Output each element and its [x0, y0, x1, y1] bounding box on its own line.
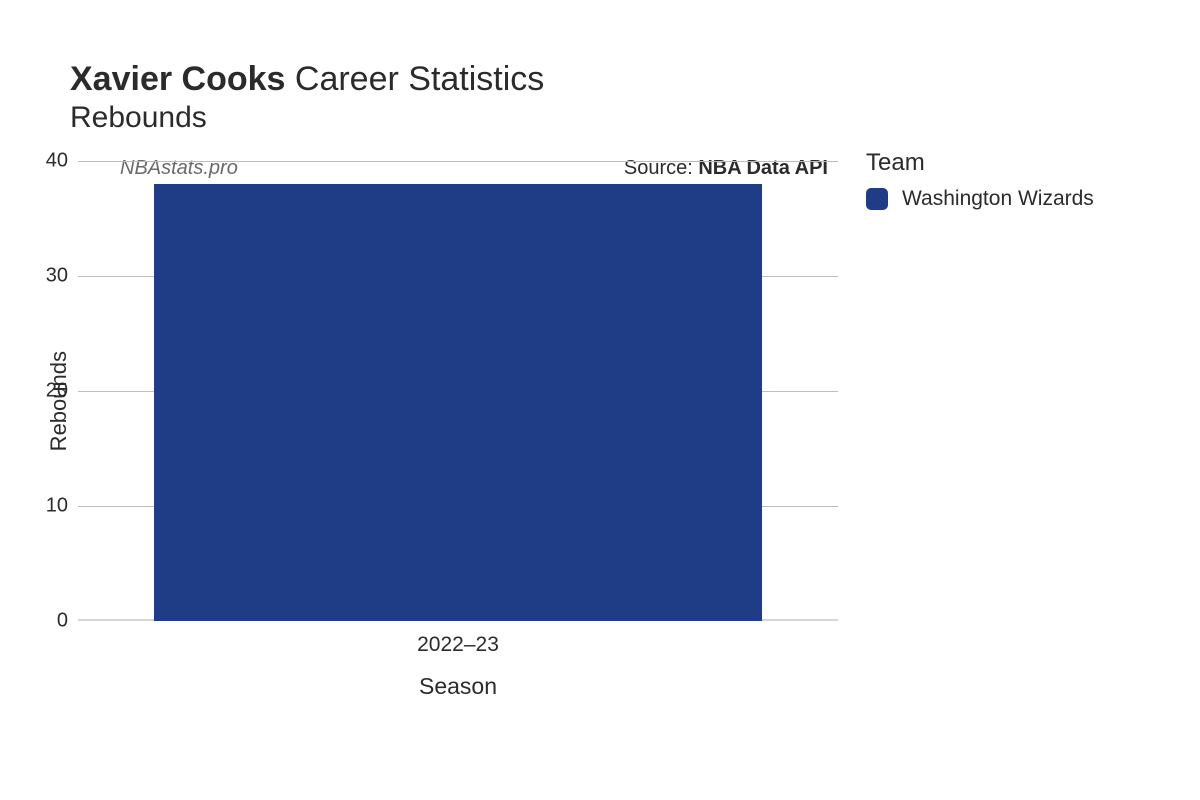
plot-wrap: NBAstats.pro Source: NBA Data API 010203…	[78, 143, 838, 700]
y-tick-label: 30	[46, 265, 78, 288]
y-tick-label: 10	[46, 495, 78, 518]
legend-items: Washington Wizards	[866, 187, 1094, 211]
legend-label: Washington Wizards	[902, 187, 1094, 211]
y-tick-label: 40	[46, 150, 78, 173]
plot-area: NBAstats.pro Source: NBA Data API 010203…	[78, 161, 838, 621]
title-regular: Career Statistics	[285, 60, 544, 98]
y-tick-label: 20	[46, 380, 78, 403]
chart-container: Xavier Cooks Career Statistics Rebounds …	[0, 0, 1200, 800]
chart-row: Rebounds NBAstats.pro Source: NBA Data A…	[40, 143, 1160, 700]
title-block: Xavier Cooks Career Statistics Rebounds	[70, 60, 1160, 135]
bar	[154, 184, 762, 621]
legend-item: Washington Wizards	[866, 187, 1094, 211]
chart-title: Xavier Cooks Career Statistics	[70, 60, 1160, 99]
legend-title: Team	[866, 149, 1094, 177]
title-bold: Xavier Cooks	[70, 60, 285, 98]
chart-subtitle: Rebounds	[70, 101, 1160, 135]
legend-swatch	[866, 188, 888, 210]
legend: Team Washington Wizards	[866, 149, 1094, 211]
y-tick-label: 0	[57, 610, 78, 633]
x-tick-label: 2022–23	[417, 621, 499, 657]
gridline	[78, 161, 838, 162]
x-axis-label: Season	[78, 673, 838, 700]
